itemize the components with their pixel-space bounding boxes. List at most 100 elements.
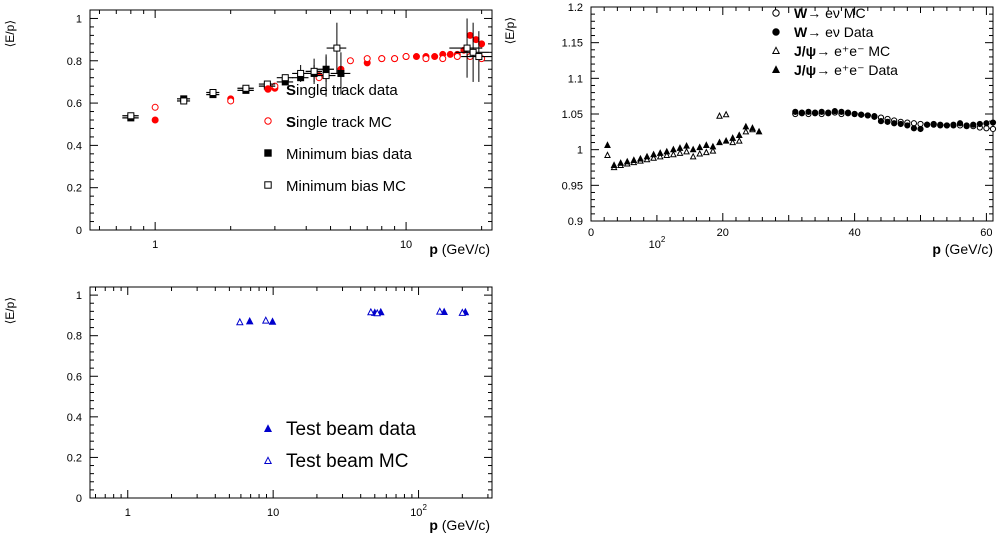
data-point [245, 316, 254, 325]
data-point [884, 118, 891, 125]
data-point [716, 112, 723, 119]
data-point [630, 156, 638, 163]
data-point [637, 154, 644, 162]
y-tick-label: 0.2 [67, 452, 82, 464]
y-tick-label: 0.4 [67, 140, 82, 152]
data-point [910, 125, 918, 132]
data-point [930, 120, 937, 128]
data-point [663, 151, 671, 158]
y-tick-label: 0.6 [67, 371, 82, 383]
y-tick-label: 0.8 [67, 56, 82, 68]
data-point [983, 125, 990, 132]
data-point [818, 108, 825, 115]
x-tick-label: 1 [125, 507, 131, 519]
data-point [643, 152, 651, 160]
data-point [472, 36, 480, 44]
legend-label: Single track MC [286, 114, 392, 131]
data-point [242, 84, 250, 92]
data-point [956, 120, 964, 127]
x-tick-label: 40 [848, 227, 860, 239]
y-tick-label: 0.8 [67, 331, 82, 343]
data-point [439, 55, 447, 63]
data-point [478, 40, 486, 48]
data-point [989, 125, 997, 133]
legend-label: W→ eν MC [794, 5, 866, 21]
data-point [923, 121, 931, 128]
data-point [435, 307, 444, 315]
data-point [702, 141, 710, 148]
data-point [910, 120, 918, 127]
data-point [702, 148, 710, 156]
y-tick-label: 0 [76, 225, 82, 237]
series-test-beam-data [245, 307, 470, 325]
x-tick-label: 10 [400, 239, 412, 251]
data-point [402, 53, 410, 61]
y-tick-label: 0.95 [562, 180, 583, 192]
data-point [917, 125, 924, 133]
data-point [729, 138, 737, 146]
data-point [412, 53, 420, 61]
data-point [742, 127, 750, 135]
legend-marker [772, 28, 780, 36]
x-axis-label: p (GeV/c) [429, 517, 490, 533]
data-point [792, 108, 799, 115]
legend-label: J/ψ→ e⁺e⁻ MC [794, 43, 890, 59]
y-axis-label: ⟨E/p⟩ [3, 297, 17, 324]
data-point [475, 53, 483, 61]
data-point [983, 120, 990, 127]
data-point [656, 152, 664, 160]
legend-marker [264, 149, 272, 157]
y-tick-label: 1.05 [562, 109, 583, 121]
legend: W→ eν MC W→ eν Data J/ψ→ e⁺e⁻ MC J/ψ→ e⁺e⁻ … [771, 5, 898, 78]
data-point [469, 48, 477, 56]
legend-marker [771, 65, 781, 74]
data-point [378, 55, 386, 63]
data-point [236, 317, 244, 326]
data-point [458, 308, 467, 316]
data-point [950, 121, 957, 128]
data-point [610, 161, 618, 168]
data-point [735, 131, 743, 138]
data-point [650, 154, 658, 161]
y-tick-label: 0.9 [568, 216, 583, 228]
data-point [970, 121, 977, 128]
x-tick-label: 1 [152, 239, 158, 251]
data-point [811, 109, 819, 116]
x-tick-label: 20 [717, 227, 729, 239]
legend-label: W→ eν Data [794, 24, 874, 40]
data-point [735, 137, 743, 144]
y-axis-label: ⟨E/p⟩ [3, 20, 17, 47]
data-point [623, 157, 631, 165]
data-point [151, 103, 159, 111]
data-point [709, 142, 717, 150]
data-point [363, 55, 371, 63]
x-axis-label: p (GeV/c) [429, 241, 490, 257]
y-tick-label: 1 [76, 13, 82, 25]
data-point [127, 112, 135, 120]
data-point [669, 150, 677, 158]
data-point [333, 44, 341, 52]
data-point [851, 110, 858, 118]
y-tick-label: 1 [577, 145, 583, 157]
data-point [367, 307, 375, 316]
data-point [227, 97, 235, 105]
data-point [742, 122, 750, 130]
data-point [722, 137, 730, 144]
data-point [871, 113, 878, 120]
legend: Test beam data Test beam MC [263, 419, 416, 472]
x-tick-label: 102 [649, 235, 666, 251]
legend-label: Single track data [286, 82, 398, 99]
y-tick-label: 0.2 [67, 183, 82, 195]
data-point [825, 109, 832, 116]
series--e-e-data [604, 122, 763, 168]
data-point [696, 149, 704, 157]
data-point [676, 149, 684, 156]
data-point [453, 53, 461, 61]
data-point [831, 108, 838, 115]
data-point [805, 108, 812, 115]
legend-label: Test beam MC [286, 451, 408, 472]
data-point [943, 122, 950, 129]
data-point [749, 124, 756, 131]
data-point [422, 55, 430, 63]
